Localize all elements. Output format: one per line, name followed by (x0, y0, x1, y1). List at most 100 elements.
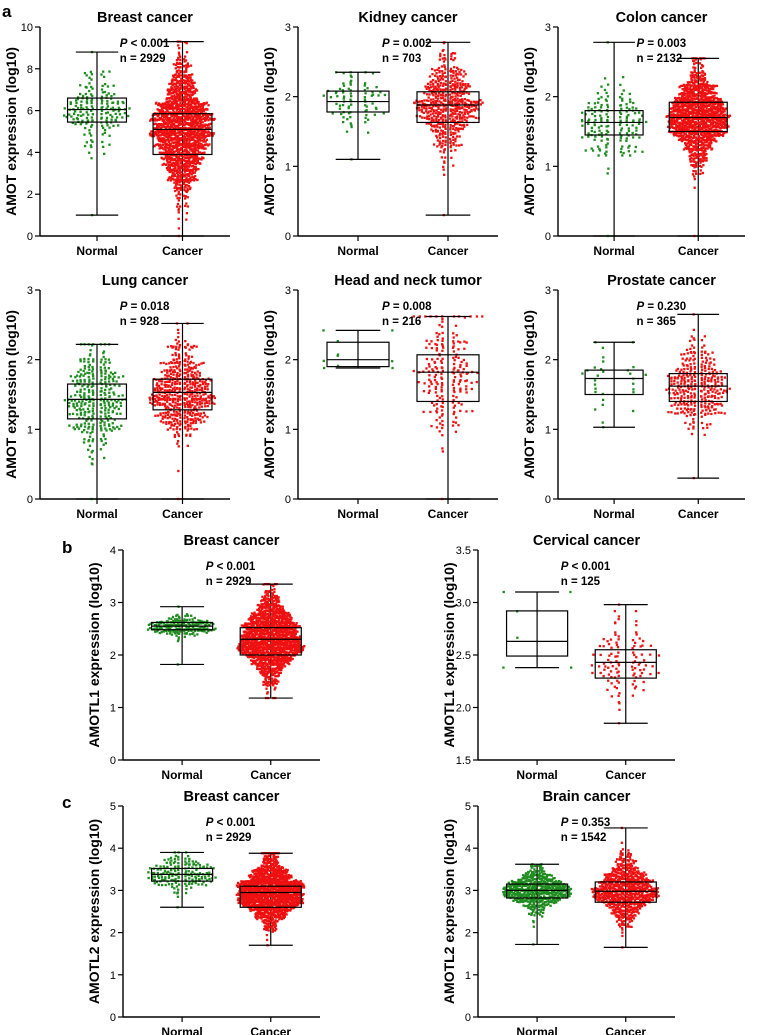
data-point (458, 123, 462, 127)
data-point (106, 111, 109, 114)
data-point (453, 390, 456, 394)
data-point (444, 88, 447, 92)
data-point (440, 372, 443, 376)
data-point (601, 403, 604, 406)
data-point (83, 388, 86, 391)
data-point (192, 383, 195, 386)
data-point (104, 415, 107, 418)
data-point (674, 412, 677, 415)
data-point (100, 378, 103, 382)
data-point (693, 401, 696, 405)
data-point (100, 98, 103, 101)
data-point (463, 105, 467, 108)
data-point (706, 405, 710, 408)
data-point (83, 380, 86, 383)
data-point (336, 353, 340, 356)
data-point (712, 98, 715, 102)
data-point (104, 372, 107, 375)
data-point (190, 355, 194, 358)
data-point (179, 184, 183, 187)
y-tick-label: 2 (545, 355, 551, 367)
data-point (174, 63, 178, 67)
data-point (71, 412, 75, 416)
data-point (688, 155, 691, 158)
data-point (174, 338, 177, 342)
data-point (689, 85, 692, 88)
data-point (173, 131, 176, 134)
data-point (177, 190, 180, 193)
data-point (708, 96, 711, 99)
data-point (191, 98, 194, 102)
data-point (430, 116, 434, 119)
data-point (434, 130, 438, 133)
data-point (185, 169, 188, 172)
data-point (719, 402, 722, 406)
data-point (722, 126, 726, 129)
y-tick-label: 2 (27, 189, 33, 201)
data-point (159, 127, 162, 130)
data-point (171, 154, 174, 157)
data-point (434, 100, 437, 103)
data-point (192, 376, 196, 379)
data-point (474, 100, 477, 104)
data-point (688, 147, 691, 151)
data-point (203, 129, 206, 132)
data-point (201, 388, 204, 392)
data-point (179, 101, 182, 105)
data-point (701, 74, 705, 78)
data-point (699, 144, 702, 147)
data-point (449, 96, 453, 99)
data-point (179, 87, 182, 91)
data-point (645, 120, 648, 124)
data-point (209, 118, 212, 121)
data-point (430, 123, 433, 127)
data-point (712, 120, 715, 123)
data-point (596, 145, 600, 148)
data-point (171, 84, 174, 87)
data-point (703, 364, 706, 368)
data-point (188, 159, 191, 163)
data-point (178, 368, 181, 371)
data-point (449, 108, 452, 111)
data-point (175, 345, 178, 348)
data-point (171, 346, 174, 349)
data-point (173, 413, 176, 416)
data-point (452, 125, 455, 128)
chart-title: Breast cancer (184, 533, 280, 549)
data-point (194, 144, 197, 147)
data-point (208, 399, 211, 403)
data-point (107, 92, 110, 95)
data-point (200, 402, 204, 405)
data-point (108, 395, 111, 399)
data-point (195, 427, 198, 431)
data-point (700, 153, 703, 157)
data-point (91, 370, 94, 373)
data-point (619, 139, 622, 142)
data-point (619, 136, 623, 139)
data-point (676, 99, 679, 103)
data-point (703, 366, 707, 370)
data-point (204, 143, 207, 146)
data-point (689, 95, 692, 98)
data-point (710, 106, 713, 110)
data-point (428, 365, 431, 368)
data-point (705, 106, 708, 110)
data-point (165, 135, 168, 139)
data-point (702, 80, 706, 83)
data-point (701, 93, 704, 96)
data-point (163, 389, 166, 392)
data-point (156, 123, 159, 126)
data-point (187, 90, 191, 93)
data-point (429, 83, 432, 86)
data-point (180, 117, 183, 121)
data-point (158, 125, 161, 128)
data-point (161, 387, 164, 390)
data-point (193, 91, 197, 94)
data-point (347, 112, 351, 115)
data-point (195, 364, 198, 367)
data-point (461, 99, 464, 103)
data-point (441, 130, 444, 133)
data-point (101, 420, 104, 423)
data-point (629, 372, 632, 375)
y-tick-label: 3 (27, 285, 33, 297)
